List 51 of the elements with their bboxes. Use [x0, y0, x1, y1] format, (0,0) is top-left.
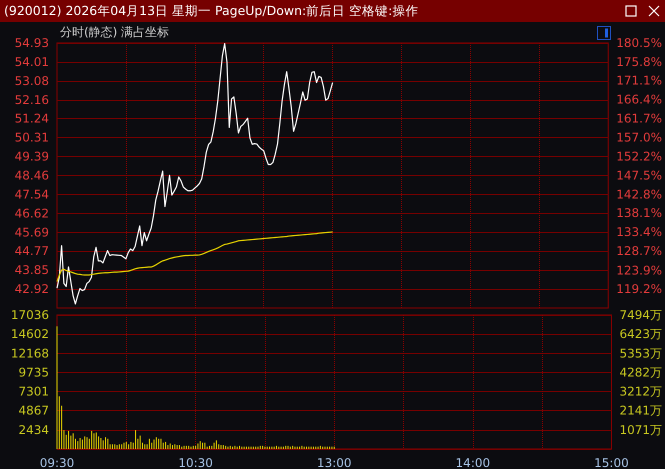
y2-tick-label: 3212万: [619, 384, 662, 399]
y2-tick-label: 7494万: [619, 308, 662, 322]
y2-tick-label: 147.5%: [616, 168, 662, 182]
x-tick-label: 10:30: [178, 456, 213, 469]
line-series: [56, 231, 334, 282]
y2-tick-label: 171.1%: [616, 74, 662, 88]
y-tick-label: 2434: [18, 422, 49, 437]
y-tick-label: 54.93: [14, 36, 49, 50]
y-tick-label: 43.85: [14, 263, 49, 278]
y-tick-label: 48.46: [14, 168, 49, 183]
y-tick-label: 52.16: [14, 92, 49, 107]
y2-tick-label: 5353万: [619, 346, 662, 360]
y2-tick-label: 152.2%: [616, 150, 662, 164]
x-tick-label: 13:00: [316, 456, 352, 469]
y2-tick-label: 157.0%: [616, 130, 662, 144]
y2-tick-label: 119.2%: [616, 282, 662, 296]
chart-title: (920012) 2026年04月13日 星期一 PageUp/Down:前后日 空格键:操作: [4, 3, 418, 20]
line-series: [56, 43, 334, 304]
x-tick-label: 09:30: [40, 456, 74, 469]
y2-tick-label: 4282万: [619, 365, 662, 380]
y-tick-label: 51.24: [14, 112, 49, 126]
y2-tick-label: 1071万: [619, 422, 662, 437]
y-tick-label: 49.39: [14, 150, 49, 164]
y2-tick-label: 2141万: [619, 404, 662, 418]
y2-tick-label: 166.4%: [616, 92, 662, 107]
y2-tick-label: 142.8%: [616, 187, 662, 202]
y-tick-label: 53.08: [14, 74, 49, 88]
y2-tick-label: 133.4%: [616, 225, 662, 240]
y2-tick-label: 128.7%: [616, 244, 662, 258]
y-tick-label: 50.31: [14, 130, 49, 145]
y2-tick-label: 175.8%: [616, 54, 662, 69]
y-tick-label: 44.77: [14, 244, 49, 258]
y-tick-label: 45.69: [14, 225, 49, 240]
y-tick-label: 12168: [10, 346, 49, 360]
y-tick-label: 47.54: [14, 187, 49, 202]
y2-tick-label: 180.5%: [616, 36, 662, 50]
x-tick-label: 14:00: [456, 456, 490, 469]
y2-tick-label: 138.1%: [616, 206, 662, 220]
y2-tick-label: 6423万: [619, 327, 662, 342]
y-tick-label: 42.92: [14, 282, 49, 296]
y-tick-label: 14602: [10, 327, 49, 342]
y-tick-label: 46.62: [14, 206, 49, 220]
chart-subtitle: 分时(静态) 满占坐标: [60, 24, 170, 41]
y-tick-label: 54.01: [14, 54, 49, 69]
y2-tick-label: 123.9%: [616, 263, 662, 278]
y-tick-label: 9735: [18, 365, 49, 380]
y-tick-label: 17036: [10, 308, 49, 322]
y-tick-label: 7301: [18, 384, 49, 399]
y-tick-label: 4867: [18, 404, 49, 418]
x-tick-label: 15:00: [594, 456, 629, 469]
y2-tick-label: 161.7%: [616, 111, 662, 126]
